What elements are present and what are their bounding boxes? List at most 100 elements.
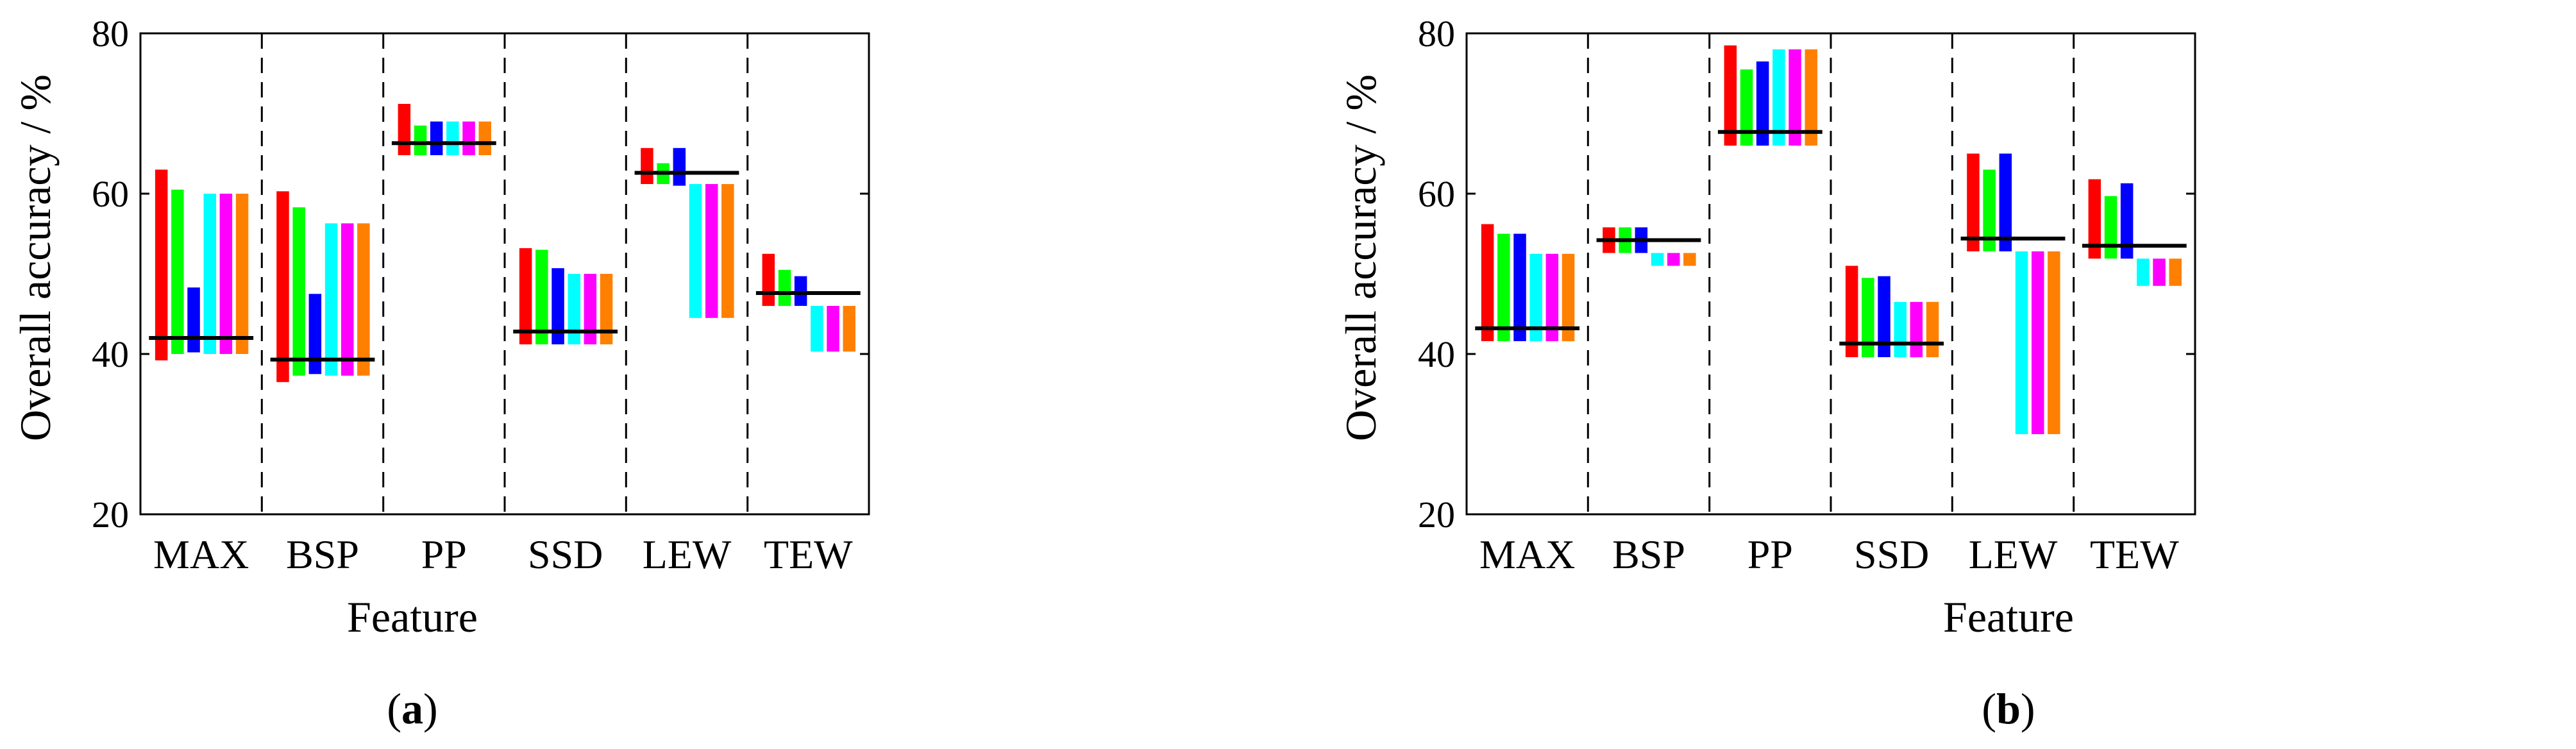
bar-tew-series-1 [762,253,775,307]
bar-ssd-series-1 [1845,265,1858,357]
baseline-lines [1475,130,2187,346]
bar-pp-series-1 [398,104,411,155]
bars [155,104,855,382]
bar-tew-series-1 [2088,179,2101,259]
y-tick-label: 20 [1418,494,1455,535]
plot-frame [1465,32,2196,516]
bar-ssd-series-3 [551,268,564,344]
bar-lew-series-2 [1983,169,1996,251]
y-tick-label: 40 [92,333,129,375]
bar-max-series-2 [171,189,184,354]
bar-tew-series-4 [811,306,823,352]
bar-pp-series-4 [446,121,459,155]
y-axis-title: Overall accuracy / % [11,74,60,441]
bar-pp-series-6 [1805,49,1817,146]
x-axis: MAX BSP PP SSD LEW TEW [153,532,853,577]
bar-max-series-5 [219,194,233,354]
bar-lew-series-4 [689,184,702,318]
x-axis-title: Feature [347,593,478,641]
bar-tew-series-3 [2120,183,2134,259]
x-tick-label-tew: TEW [764,532,853,577]
x-tick-label-pp: PP [421,532,467,577]
bar-max-series-3 [187,287,200,353]
bar-lew-series-5 [2032,251,2044,434]
x-tick-label-lew: LEW [1969,532,2058,577]
bar-tew-series-5 [2153,258,2166,286]
bars [1481,45,2182,434]
y-tick-label: 80 [1418,13,1455,55]
x-tick-label-ssd: SSD [1854,532,1929,577]
bar-lew-series-3 [673,147,686,186]
bar-ssd-series-6 [600,274,613,344]
bar-ssd-series-5 [1910,301,1923,358]
bar-pp-series-1 [1724,45,1737,146]
bar-ssd-series-2 [1862,278,1874,358]
bar-ssd-series-6 [1926,301,1939,358]
bar-ssd-series-4 [1894,301,1907,358]
chart-panel-b: Overall accuracy / % Feature (b) 20 40 60 8… [1336,13,2196,733]
bar-max-series-4 [203,194,216,354]
y-tick-label: 60 [1418,173,1455,215]
bar-max-series-6 [235,194,249,354]
bar-bsp-series-3 [308,294,322,374]
x-tick-label-max: MAX [1479,532,1575,577]
bar-lew-series-1 [1967,153,1980,251]
bar-bsp-series-5 [341,223,354,376]
y-tick-label: 80 [92,13,129,55]
bar-pp-series-3 [1756,61,1769,146]
x-tick-label-bsp: BSP [286,532,359,577]
bar-ssd-series-5 [584,274,597,344]
panel-letter: a [401,684,423,733]
x-tick-label-tew: TEW [2090,532,2179,577]
bar-lew-series-5 [705,184,718,318]
category-separators [260,33,749,514]
x-tick-label-bsp: BSP [1612,532,1685,577]
y-axis: 20 40 60 80 [92,13,869,535]
x-axis: MAX BSP PP SSD LEW TEW [1479,532,2179,577]
panel-label: (a) [387,684,437,733]
panel-label: (b) [1982,684,2035,733]
panel-letter: b [1996,684,2021,733]
bar-pp-series-4 [1772,49,1785,146]
baseline-lines [149,141,861,362]
bar-lew-series-6 [2048,251,2060,434]
y-tick-label: 60 [92,173,129,215]
x-tick-label-lew: LEW [643,532,732,577]
bar-bsp-series-4 [324,223,338,376]
bar-max-series-3 [1513,233,1526,341]
bar-lew-series-1 [641,147,653,184]
bar-ssd-series-4 [568,274,580,344]
bar-ssd-series-3 [1878,276,1890,357]
bar-ssd-series-1 [519,248,532,344]
bar-bsp-series-4 [1651,253,1664,266]
bar-tew-series-2 [778,269,791,307]
bar-tew-series-6 [843,306,855,352]
bar-ssd-series-2 [535,249,548,344]
bar-tew-series-6 [2169,258,2182,286]
plot-frame [139,32,870,516]
bar-lew-series-3 [1999,153,2012,251]
bar-tew-series-2 [2104,196,2117,259]
bar-tew-series-3 [794,276,807,306]
bar-pp-series-2 [1740,69,1753,146]
category-separators [1587,33,2075,514]
bar-max-series-6 [1562,253,1575,342]
bar-pp-series-2 [414,125,427,156]
bar-max-series-2 [1497,233,1510,341]
bar-tew-series-4 [2137,258,2150,286]
bar-lew-series-4 [2015,251,2028,434]
bar-lew-series-6 [721,184,734,318]
bar-pp-series-6 [478,121,491,155]
bar-bsp-series-6 [1683,253,1696,266]
bar-tew-series-5 [827,306,839,352]
bar-max-series-1 [1481,224,1494,341]
bar-bsp-series-5 [1667,253,1680,266]
bar-max-series-1 [155,169,168,360]
y-tick-label: 40 [1418,333,1455,375]
y-axis-title: Overall accuracy / % [1336,74,1385,441]
bar-bsp-series-6 [357,223,370,376]
y-tick-label: 20 [92,494,129,535]
x-tick-label-ssd: SSD [528,532,603,577]
x-tick-label-max: MAX [153,532,249,577]
